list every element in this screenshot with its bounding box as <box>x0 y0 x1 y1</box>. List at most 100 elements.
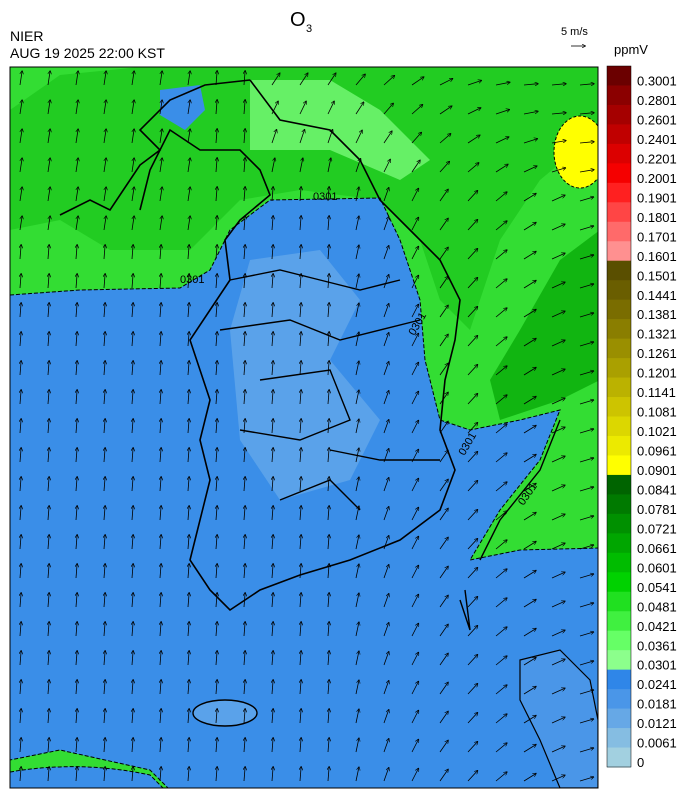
wind-arrow <box>300 332 301 347</box>
source: NIER <box>10 28 43 44</box>
colorbar-label: 0.0481 <box>637 599 677 614</box>
wind-arrow <box>495 250 507 260</box>
wind-arrow <box>328 303 329 318</box>
wind-arrow <box>467 655 478 666</box>
wind-arrow <box>104 622 105 637</box>
wind-arrow <box>48 274 49 289</box>
wind-arrow <box>160 477 161 492</box>
wind-arrow <box>188 535 189 550</box>
wind-arrow <box>523 484 536 492</box>
wind-arrow <box>104 361 105 376</box>
wind-arrows <box>19 71 594 782</box>
wind-arrow <box>551 630 565 637</box>
wind-arrow <box>104 709 105 724</box>
wind-scale-label: 5 m/s <box>561 26 588 38</box>
wind-arrow <box>439 106 452 115</box>
wind-arrow <box>439 422 448 434</box>
wind-arrow <box>467 81 481 86</box>
wind-arrow <box>244 651 245 666</box>
wind-arrow <box>439 248 448 260</box>
wind-arrow <box>20 709 21 724</box>
wind-arrow <box>355 390 359 405</box>
wind-arrow <box>551 572 565 579</box>
wind-arrow <box>48 651 49 666</box>
contour-label: 0301 <box>313 191 337 203</box>
colorbar-segment <box>607 221 631 242</box>
wind-arrow <box>20 767 21 782</box>
wind-arrow <box>104 564 105 579</box>
wind-arrow <box>103 187 106 202</box>
wind-arrow <box>20 361 21 376</box>
wind-arrow <box>188 767 189 782</box>
wind-arrow <box>383 449 389 463</box>
wind-arrow <box>160 361 161 376</box>
wind-arrow <box>188 680 189 695</box>
wind-arrow <box>76 303 77 318</box>
wind-arrow <box>188 477 189 492</box>
wind-arrow <box>20 535 21 550</box>
wind-arrow <box>551 113 566 114</box>
wind-arrow <box>244 448 245 463</box>
colorbar-segment <box>607 494 631 515</box>
wind-arrow <box>271 73 280 86</box>
wind-arrow <box>439 538 448 550</box>
wind-arrow <box>188 303 189 318</box>
wind-arrow <box>551 168 565 173</box>
wind-arrow <box>523 513 536 521</box>
wind-arrow <box>495 627 507 637</box>
wind-arrow <box>355 187 359 202</box>
wind-arrow <box>495 137 509 144</box>
wind-arrow <box>104 448 105 463</box>
wind-arrow <box>48 419 49 434</box>
wind-arrow <box>355 274 359 289</box>
wind-arrow <box>216 709 217 724</box>
green-dark <box>10 67 598 330</box>
wind-arrow <box>328 245 329 260</box>
colorbar-label: 0.1021 <box>637 424 677 439</box>
wind-arrow <box>495 656 507 666</box>
colorbar-label: 0.0241 <box>637 677 677 692</box>
wind-arrow <box>76 332 77 347</box>
wind-arrow <box>272 187 273 202</box>
wind-arrow <box>551 84 566 85</box>
wind-arrow <box>244 332 245 347</box>
colorbar-segment <box>607 319 631 340</box>
wind-arrow <box>523 716 536 724</box>
colorbar-label: 0.2001 <box>637 171 677 186</box>
wind-arrow <box>383 275 389 289</box>
wind-arrow <box>495 221 507 231</box>
colorbar-label: 0.0361 <box>637 638 677 653</box>
wind-arrow <box>411 363 418 376</box>
wind-arrow <box>495 685 507 695</box>
wind-arrow <box>467 108 481 115</box>
wind-arrow <box>355 564 359 579</box>
wind-arrow <box>20 506 21 521</box>
wind-arrow <box>495 482 507 492</box>
wind-arrow <box>160 622 161 637</box>
colorbar-label: 0.1501 <box>637 268 677 283</box>
wind-arrow <box>244 622 245 637</box>
wind-arrow <box>19 129 22 144</box>
wind-arrow <box>216 651 217 666</box>
wind-arrow <box>579 429 593 434</box>
wind-arrow <box>411 247 418 260</box>
wind-arrow <box>579 777 593 782</box>
wind-arrow <box>188 622 189 637</box>
wind-arrow <box>439 190 448 202</box>
colorbar-segment <box>607 182 631 203</box>
wind-arrow <box>299 158 303 173</box>
wind-arrow <box>216 216 217 231</box>
wind-arrow <box>551 717 565 724</box>
wind-arrow <box>355 245 359 260</box>
wind-arrow <box>495 192 507 202</box>
wind-arrow <box>328 738 329 753</box>
wind-arrow <box>132 390 133 405</box>
wind-arrow <box>523 368 536 376</box>
colorbar-label: 0.2401 <box>637 132 677 147</box>
wind-arrow <box>355 159 361 173</box>
colorbar-label: 0.0781 <box>637 502 677 517</box>
colorbar-label: 0.3001 <box>637 74 677 89</box>
wind-arrow <box>132 506 133 521</box>
wind-arrow <box>439 451 448 463</box>
